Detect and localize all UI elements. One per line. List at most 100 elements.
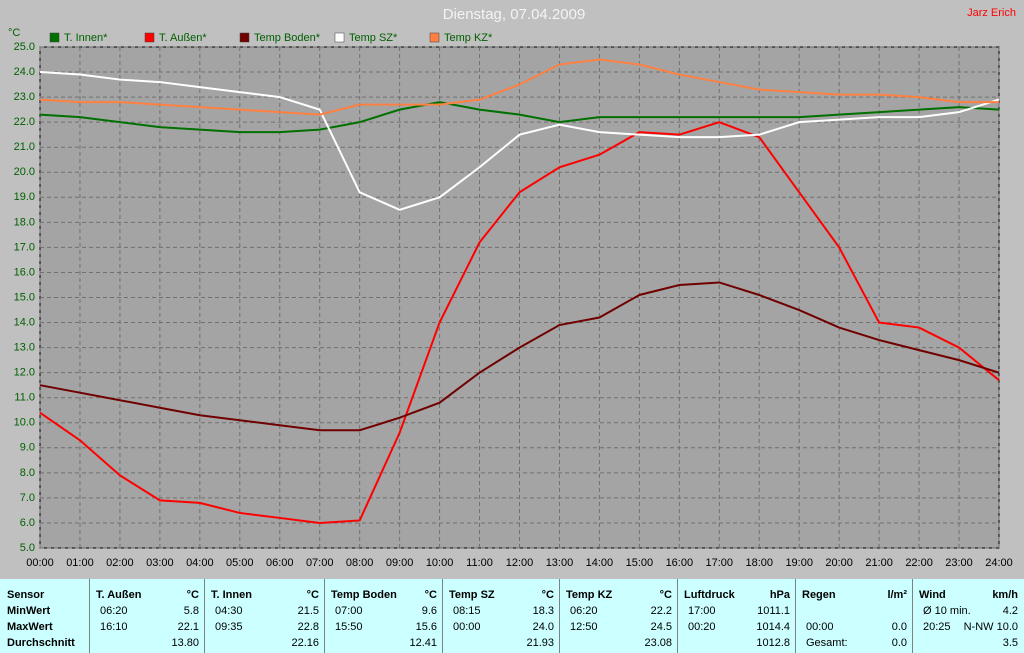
- y-tick-label: 18.0: [14, 216, 35, 228]
- x-tick-label: 13:00: [546, 557, 574, 569]
- cell-value: 13.80: [171, 637, 199, 649]
- legend-swatch: [334, 32, 345, 43]
- cell-label: 20:25: [923, 621, 951, 633]
- column-unit: l/m²: [887, 589, 907, 601]
- row-label: Sensor: [7, 589, 45, 601]
- column-unit: °C: [424, 589, 437, 601]
- cell-label: 16:10: [100, 621, 128, 633]
- legend-label: T. Außen*: [159, 32, 207, 44]
- stats-table: Sensor MinWert MaxWert Durchschnitt T. Außen…: [0, 579, 1024, 653]
- x-tick-label: 24:00: [985, 557, 1013, 569]
- cell-label: 00:00: [806, 621, 834, 633]
- cell-value: 4.2: [1002, 605, 1018, 617]
- x-tick-label: 14:00: [586, 557, 614, 569]
- chart: Dienstag, 07.04.2009 Jarz Erich °C 5.0 6.…: [8, 6, 1016, 569]
- x-tick-label: 21:00: [865, 557, 893, 569]
- cell-value: 23.08: [644, 637, 672, 649]
- column-divider: [912, 579, 913, 653]
- cell-value: 22.16: [291, 637, 319, 649]
- column-divider: [204, 579, 205, 653]
- cell-value: 21.5: [297, 605, 319, 617]
- column-header: T. Innen: [211, 589, 252, 601]
- column-header: Regen: [802, 589, 836, 601]
- legend-swatch: [144, 32, 155, 43]
- column-header: Temp SZ: [449, 589, 495, 601]
- y-tick-label: 15.0: [14, 291, 35, 303]
- series-line: [39, 58, 999, 116]
- legend-label: Temp Boden*: [254, 32, 321, 44]
- y-tick-label: 6.0: [20, 517, 35, 529]
- y-tick-label: 16.0: [14, 266, 35, 278]
- column-unit: °C: [186, 589, 199, 601]
- column-divider: [324, 579, 325, 653]
- x-tick-label: 17:00: [706, 557, 734, 569]
- y-tick-label: 24.0: [14, 66, 35, 78]
- x-tick-label: 04:00: [186, 557, 214, 569]
- x-tick-label: 02:00: [106, 557, 134, 569]
- column-divider: [442, 579, 443, 653]
- row-label: MaxWert: [7, 621, 53, 633]
- cell-label: 00:00: [453, 621, 481, 633]
- cell-value: 0.0: [891, 637, 907, 649]
- legend-label: Temp SZ*: [349, 32, 398, 44]
- cell-label: 00:20: [688, 621, 716, 633]
- column-divider: [559, 579, 560, 653]
- cell-label: 07:00: [335, 605, 363, 617]
- y-tick-label: 9.0: [20, 442, 35, 454]
- cell-value: 15.6: [415, 621, 437, 633]
- cell-value: 1014.4: [756, 621, 790, 633]
- cell-label: 08:15: [453, 605, 481, 617]
- cell-value: 22.1: [177, 621, 199, 633]
- y-tick-label: 8.0: [20, 467, 35, 479]
- y-tick-label: 20.0: [14, 166, 35, 178]
- legend-swatch: [49, 32, 60, 43]
- cell-value: 12.41: [409, 637, 437, 649]
- cell-label: 06:20: [100, 605, 128, 617]
- legend-swatch: [429, 32, 440, 43]
- y-tick-label: 19.0: [14, 191, 35, 203]
- cell-value: 5.8: [183, 605, 199, 617]
- cell-value: 18.3: [532, 605, 554, 617]
- cell-label: 04:30: [215, 605, 243, 617]
- cell-value: 1012.8: [756, 637, 790, 649]
- x-tick-label: 05:00: [226, 557, 254, 569]
- x-tick-label: 11:00: [466, 557, 493, 569]
- series-line: [39, 101, 1000, 134]
- cell-value: 1011.1: [757, 605, 790, 617]
- y-tick-label: 13.0: [14, 342, 35, 354]
- column-header: Wind: [919, 589, 946, 601]
- x-tick-label: 16:00: [666, 557, 694, 569]
- x-tick-label: 09:00: [386, 557, 414, 569]
- legend-swatch: [239, 32, 250, 43]
- column-header: T. Außen: [96, 589, 142, 601]
- column-divider: [795, 579, 796, 653]
- x-tick-label: 10:00: [426, 557, 454, 569]
- cell-value: 22.8: [297, 621, 319, 633]
- cell-label: Gesamt:: [806, 637, 848, 649]
- cell-value: 21.93: [526, 637, 554, 649]
- x-tick-label: 06:00: [266, 557, 294, 569]
- x-tick-label: 19:00: [785, 557, 813, 569]
- cell-label: Ø 10 min.: [923, 605, 971, 617]
- cell-label: 15:50: [335, 621, 363, 633]
- column-header: Temp KZ: [566, 589, 613, 601]
- x-tick-label: 15:00: [626, 557, 654, 569]
- series-line: [39, 71, 1000, 211]
- cell-value: 0.0: [891, 621, 907, 633]
- series-line: [39, 281, 1000, 432]
- x-tick-label: 22:00: [905, 557, 933, 569]
- cell-label: 09:35: [215, 621, 243, 633]
- x-tick-label: 08:00: [346, 557, 374, 569]
- y-tick-label: 5.0: [20, 542, 35, 554]
- row-label: Durchschnitt: [7, 637, 75, 649]
- column-divider: [89, 579, 90, 653]
- y-tick-label: 21.0: [14, 141, 35, 153]
- y-tick-label: 12.0: [14, 367, 35, 379]
- column-header: Luftdruck: [684, 589, 735, 601]
- x-tick-label: 03:00: [146, 557, 174, 569]
- y-tick-label: 14.0: [14, 316, 35, 328]
- x-tick-label: 12:00: [506, 557, 534, 569]
- y-tick-label: 22.0: [14, 116, 35, 128]
- legend-label: Temp KZ*: [444, 32, 493, 44]
